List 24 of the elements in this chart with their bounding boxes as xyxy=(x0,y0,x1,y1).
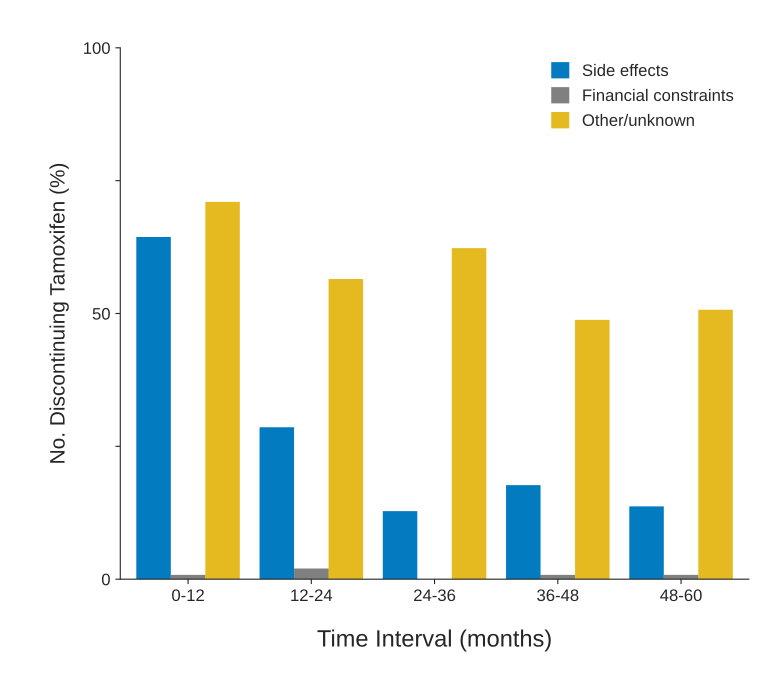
bar xyxy=(205,202,240,580)
bar xyxy=(506,485,541,580)
x-axis-title: Time Interval (months) xyxy=(317,629,551,652)
x-tick-label: 36-48 xyxy=(537,589,578,602)
x-tick-label: 12-24 xyxy=(291,589,332,601)
bar xyxy=(629,506,664,580)
bar xyxy=(260,427,294,580)
y-tick-label: 100 xyxy=(84,42,110,54)
bar xyxy=(294,568,329,580)
legend-label: Side effects xyxy=(582,64,668,76)
bar xyxy=(328,278,364,580)
bar xyxy=(575,320,610,580)
bar xyxy=(452,248,486,580)
legend-label: Other/unknown xyxy=(582,114,694,126)
bar xyxy=(698,310,733,580)
x-tick-label: 24-36 xyxy=(414,589,456,602)
y-tick-label: 50 xyxy=(92,308,110,320)
bar xyxy=(136,236,171,580)
y-axis-title: No. Discontinuing Tamoxifen (%) xyxy=(49,164,69,463)
legend-label: Financial constraints xyxy=(583,88,734,102)
x-tick-label: 0-12 xyxy=(172,589,204,602)
x-tick-label: 48-60 xyxy=(660,589,702,602)
bar xyxy=(382,511,418,580)
y-tick-label: 0 xyxy=(102,574,110,586)
